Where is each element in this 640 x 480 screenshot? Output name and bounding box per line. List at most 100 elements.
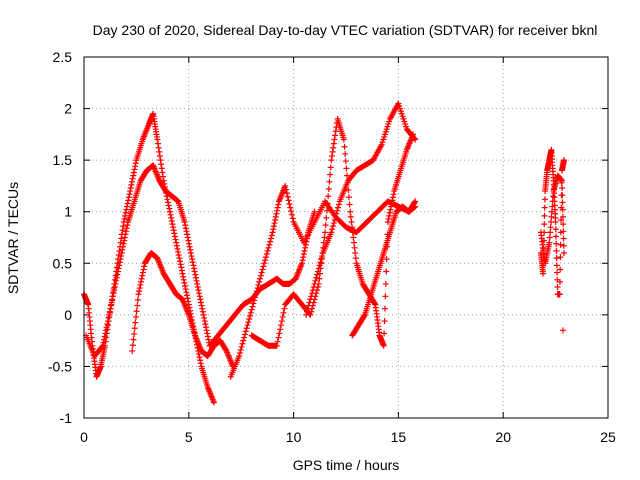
data-point: [192, 271, 199, 278]
data-point: [266, 241, 273, 248]
data-point: [210, 399, 217, 406]
data-point: [308, 293, 315, 300]
data-point: [546, 239, 553, 246]
data-point: [540, 270, 547, 277]
data-point: [560, 249, 567, 256]
data-points: [81, 100, 567, 406]
data-point: [261, 260, 268, 267]
data-point: [330, 220, 337, 227]
data-point: [196, 354, 203, 361]
data-point: [101, 333, 108, 340]
data-point: [125, 197, 132, 204]
data-point: [199, 308, 206, 315]
data-point: [300, 254, 307, 261]
data-point: [335, 204, 342, 211]
data-point: [322, 222, 329, 229]
data-point: [197, 299, 204, 306]
series-satellite-track-g: [303, 100, 419, 318]
data-point: [384, 231, 391, 238]
data-point: [117, 256, 124, 263]
data-point: [352, 249, 359, 256]
series-satellite-track-k: [537, 172, 567, 267]
data-point: [184, 295, 191, 302]
y-tick-label: 2.5: [53, 49, 73, 65]
data-point: [123, 203, 130, 210]
data-point: [316, 275, 323, 282]
x-axis-label: GPS time / hours: [293, 457, 400, 473]
data-point: [128, 181, 135, 188]
data-point: [383, 268, 390, 275]
data-point: [184, 231, 191, 238]
data-point: [541, 212, 548, 219]
data-point: [124, 222, 131, 229]
data-point: [314, 271, 321, 278]
data-point: [553, 233, 560, 240]
data-point: [318, 256, 325, 263]
data-point: [348, 219, 355, 226]
data-point: [204, 330, 211, 337]
data-point: [114, 268, 121, 275]
data-point: [160, 173, 167, 180]
data-point: [390, 191, 397, 198]
data-point: [317, 259, 324, 266]
data-point: [276, 330, 283, 337]
data-point: [272, 216, 279, 223]
data-point: [124, 200, 131, 207]
data-point: [244, 322, 251, 329]
data-point: [131, 325, 138, 332]
data-point: [200, 311, 207, 318]
data-point: [122, 209, 129, 216]
data-point: [264, 247, 271, 254]
data-point: [262, 257, 269, 264]
data-point: [381, 318, 388, 325]
data-point: [121, 215, 128, 222]
data-point: [188, 253, 195, 260]
data-point: [309, 287, 316, 294]
data-point: [309, 290, 316, 297]
data-point: [138, 275, 145, 282]
data-point: [258, 269, 265, 276]
data-point: [554, 269, 561, 276]
data-point: [132, 313, 139, 320]
data-point: [560, 157, 567, 164]
grid-layer: [84, 57, 608, 418]
data-point: [283, 186, 290, 193]
data-point: [388, 203, 395, 210]
data-point: [186, 240, 193, 247]
data-point: [178, 267, 185, 274]
data-point: [349, 229, 356, 236]
data-point: [180, 276, 187, 283]
data-point: [172, 236, 179, 243]
data-point: [238, 343, 245, 350]
data-point: [343, 165, 350, 172]
data-point: [135, 291, 142, 298]
x-tick-label: 0: [80, 429, 88, 445]
data-point: [283, 190, 290, 197]
data-point: [411, 199, 418, 206]
data-point: [250, 300, 257, 307]
data-point: [194, 284, 201, 291]
data-point: [387, 206, 394, 213]
data-point: [307, 296, 314, 303]
data-point: [554, 284, 561, 291]
data-point: [285, 197, 292, 204]
data-point: [181, 219, 188, 226]
data-point: [99, 343, 106, 350]
data-point: [331, 136, 338, 143]
data-point: [546, 234, 553, 241]
data-point: [553, 247, 560, 254]
data-point: [170, 224, 177, 231]
data-point: [127, 184, 134, 191]
data-point: [204, 333, 211, 340]
data-point: [183, 289, 190, 296]
data-point: [277, 326, 284, 333]
data-point: [113, 277, 120, 284]
data-point: [104, 321, 111, 328]
data-point: [329, 226, 336, 233]
data-point: [550, 193, 557, 200]
tick-layer: 0 5 10 15 20 25 -1 -0.5 0 0.5 1 1.5 2 2.5: [48, 49, 616, 445]
data-point: [182, 225, 189, 232]
data-point: [548, 213, 555, 220]
data-point: [133, 308, 140, 315]
data-point: [312, 277, 319, 284]
